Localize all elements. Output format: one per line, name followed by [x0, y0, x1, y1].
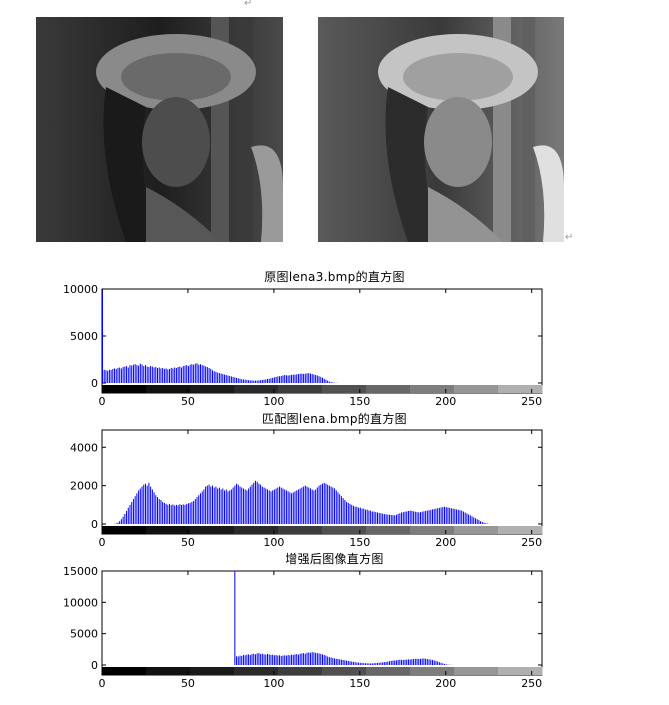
colorbar-segment: [454, 667, 499, 675]
histogram-bars: [234, 571, 454, 665]
y-tick-label: 10000: [63, 283, 98, 296]
colorbar-segment: [278, 667, 323, 675]
x-tick-label: 250: [521, 677, 542, 690]
colorbar-segment: [190, 385, 235, 393]
colorbar-segment: [190, 526, 235, 534]
colorbar-segment: [146, 526, 191, 534]
x-tick-label: 50: [181, 677, 195, 690]
x-tick-label: 0: [99, 395, 106, 408]
colorbar-segment: [102, 526, 147, 534]
colorbar-segment: [146, 667, 191, 675]
colorbar-segment: [366, 667, 411, 675]
x-tick-label: 250: [521, 395, 542, 408]
y-tick-label: 0: [91, 659, 98, 672]
colorbar-segment: [498, 667, 543, 675]
histogram-bars: [114, 480, 492, 524]
x-tick-label: 0: [99, 536, 106, 549]
colorbar-segment: [410, 526, 455, 534]
colorbar-segment: [366, 385, 411, 393]
chart-title-original: 原图lena3.bmp的直方图: [264, 270, 405, 284]
y-tick-label: 4000: [70, 441, 98, 454]
y-tick-label: 5000: [70, 628, 98, 641]
y-tick-label: 10000: [63, 596, 98, 609]
colorbar-segment: [102, 667, 147, 675]
matched-image: [318, 17, 564, 242]
y-tick-label: 5000: [70, 330, 98, 343]
x-tick-label: 200: [435, 536, 456, 549]
colorbar-segment: [366, 526, 411, 534]
colorbar-segment: [278, 385, 323, 393]
colorbar-segment: [498, 385, 543, 393]
x-tick-label: 200: [435, 677, 456, 690]
colorbar-segment: [454, 385, 499, 393]
colorbar-segment: [322, 667, 367, 675]
colorbar-segment: [322, 385, 367, 393]
x-tick-label: 150: [349, 677, 370, 690]
x-tick-label: 0: [99, 677, 106, 690]
x-tick-label: 50: [181, 395, 195, 408]
x-tick-label: 100: [263, 536, 284, 549]
x-tick-label: 100: [263, 677, 284, 690]
colorbar-segment: [454, 526, 499, 534]
colorbar-segment: [322, 526, 367, 534]
colorbar-segment: [190, 667, 235, 675]
y-tick-label: 15000: [63, 565, 98, 578]
colorbar-segment: [234, 385, 279, 393]
colorbar-segment: [146, 385, 191, 393]
x-tick-label: 150: [349, 395, 370, 408]
chart-title-enhanced: 增强后图像直方图: [285, 552, 384, 566]
gray-colorbar: [102, 385, 543, 393]
y-tick-label: 0: [91, 377, 98, 390]
colorbar-segment: [234, 526, 279, 534]
paragraph-mark-right: ↵: [565, 232, 574, 243]
x-tick-label: 200: [435, 395, 456, 408]
x-tick-label: 250: [521, 536, 542, 549]
x-tick-label: 150: [349, 536, 370, 549]
colorbar-segment: [234, 667, 279, 675]
gray-colorbar: [102, 526, 543, 534]
gray-colorbar: [102, 667, 543, 675]
colorbar-segment: [498, 526, 543, 534]
colorbar-segment: [410, 667, 455, 675]
x-tick-label: 100: [263, 395, 284, 408]
chart-title-matched: 匹配图lena.bmp的直方图: [262, 412, 407, 426]
y-tick-label: 0: [91, 518, 98, 531]
paragraph-mark-top: ↵: [244, 0, 253, 9]
original-image: [36, 17, 283, 242]
colorbar-segment: [278, 526, 323, 534]
y-tick-label: 2000: [70, 480, 98, 493]
x-tick-label: 50: [181, 536, 195, 549]
colorbar-segment: [102, 385, 147, 393]
plot-frame: [101, 288, 543, 394]
colorbar-segment: [410, 385, 455, 393]
histogram-bars: [102, 289, 339, 383]
